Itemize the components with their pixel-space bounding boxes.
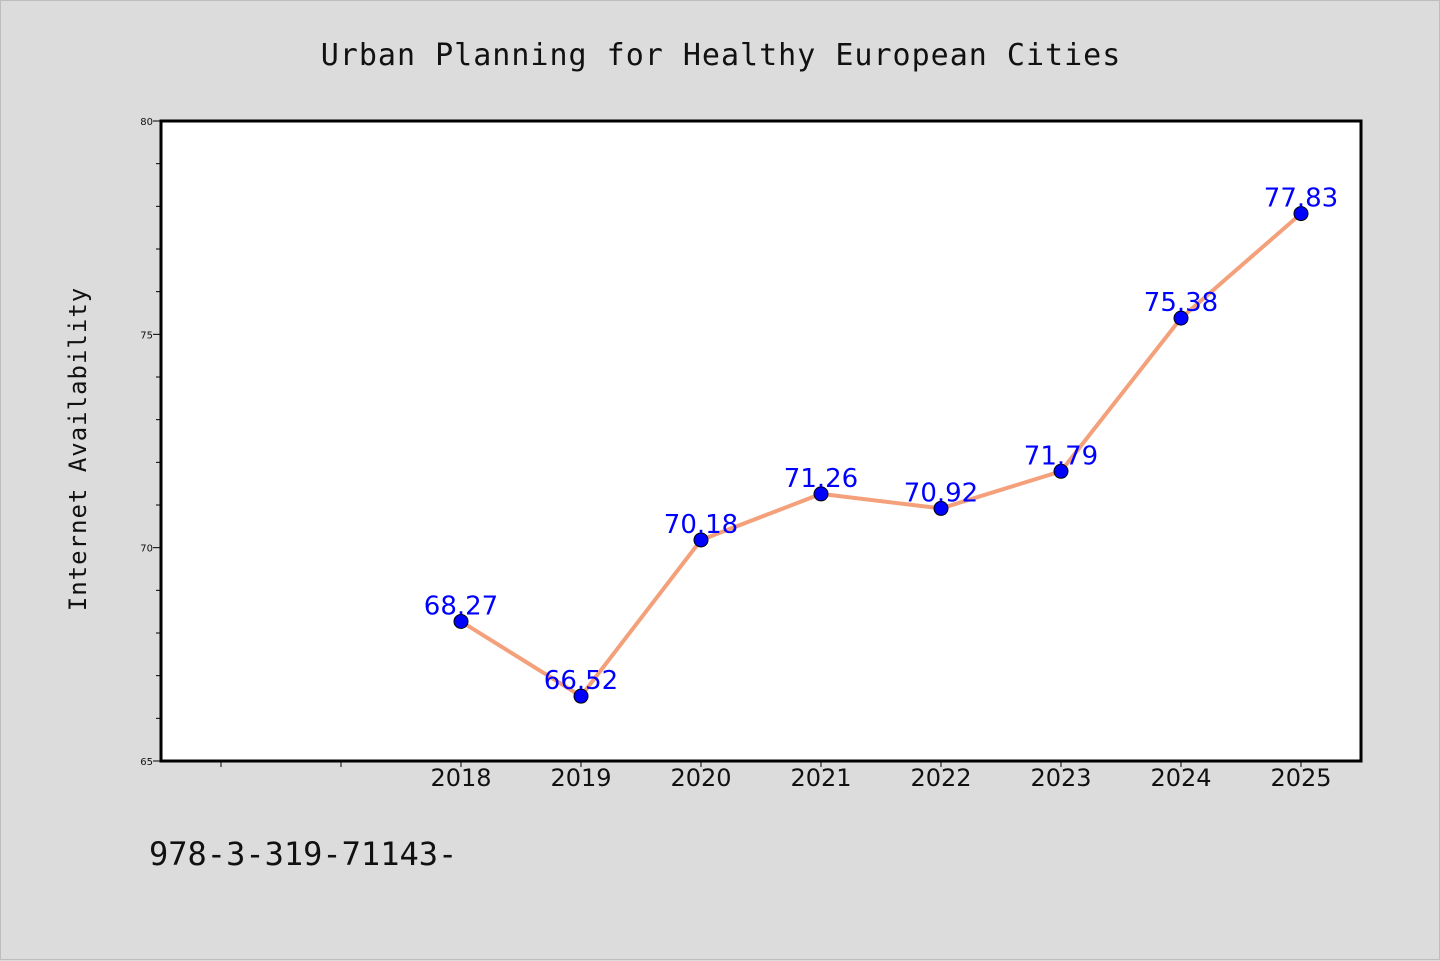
data-point — [573, 688, 589, 704]
y-axis: 65 70 75 80 — [140, 117, 161, 768]
y-tick-label: 80 — [140, 117, 153, 128]
data-label: 70.92 — [904, 478, 978, 508]
data-point — [1293, 206, 1309, 222]
x-axis: 2018 2019 2020 2021 2022 2023 2024 2025 — [220, 761, 1332, 792]
data-point — [1173, 310, 1189, 326]
x-tick-label: 2021 — [790, 764, 851, 792]
x-tick-label: 2024 — [1150, 764, 1211, 792]
x-tick-label: 2018 — [430, 764, 491, 792]
series-line-group — [459, 212, 1303, 699]
data-labels-group: 68.27 66.52 70.18 71.26 70.92 71.79 75.38 77.83 — [424, 184, 1338, 697]
x-tick-label: 2023 — [1030, 764, 1091, 792]
data-label: 66.52 — [544, 666, 618, 696]
y-tick-label: 75 — [140, 330, 153, 341]
data-label: 75.38 — [1144, 288, 1218, 318]
series-line — [459, 212, 1303, 699]
data-label: 70.18 — [664, 510, 738, 540]
x-tick-label: 2020 — [670, 764, 731, 792]
data-point — [1053, 463, 1069, 479]
data-point — [693, 532, 709, 548]
data-point — [813, 486, 829, 502]
data-point — [933, 500, 949, 516]
y-axis-label: Internet Availability — [64, 287, 92, 611]
x-tick-label: 2019 — [550, 764, 611, 792]
markers-group — [453, 206, 1309, 704]
data-label: 71.26 — [784, 464, 858, 494]
y-tick-label: 70 — [140, 544, 153, 555]
x-tick-label: 2022 — [910, 764, 971, 792]
x-tick-label: 2025 — [1270, 764, 1331, 792]
data-label: 68.27 — [424, 591, 498, 621]
plot-area — [159, 119, 1363, 763]
data-point — [453, 613, 469, 629]
chart-title: Urban Planning for Healthy European Citi… — [321, 38, 1122, 73]
data-label: 77.83 — [1264, 184, 1338, 214]
data-label: 71.79 — [1024, 441, 1098, 471]
footer-text: 978-3-319-71143- — [149, 835, 457, 873]
y-tick-label: 65 — [140, 757, 153, 768]
